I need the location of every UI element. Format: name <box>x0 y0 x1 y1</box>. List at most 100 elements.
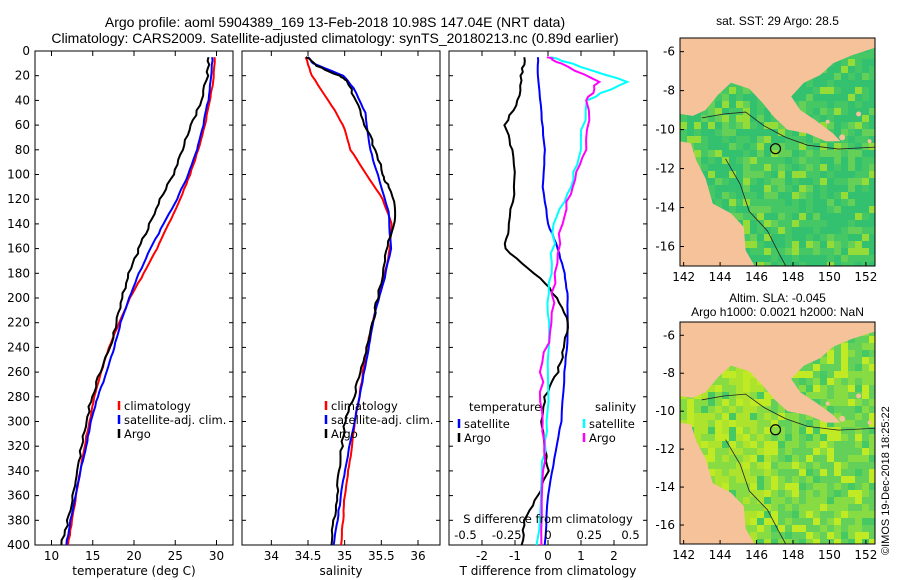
sea-pixel <box>820 262 827 266</box>
sea-pixel <box>778 406 785 413</box>
sea-pixel <box>862 413 869 420</box>
sea-pixel <box>855 343 862 350</box>
sea-pixel <box>764 143 771 150</box>
sea-pixel <box>694 399 701 406</box>
sea-pixel <box>785 178 792 185</box>
sea-pixel <box>757 504 764 511</box>
sea-pixel <box>792 378 799 385</box>
sea-pixel <box>855 255 862 262</box>
sea-pixel <box>862 213 869 220</box>
sea-pixel <box>834 227 841 234</box>
sea-pixel <box>813 171 820 178</box>
series-line-satellite-adj-clim- <box>307 56 393 545</box>
sea-pixel <box>743 427 750 434</box>
sea-pixel <box>757 192 764 199</box>
sea-pixel <box>841 532 848 539</box>
sea-pixel <box>862 59 869 66</box>
sea-pixel <box>757 122 764 129</box>
sea-pixel <box>862 220 869 227</box>
sea-pixel <box>792 441 799 448</box>
sea-pixel <box>848 157 855 164</box>
sea-pixel <box>841 434 848 441</box>
sea-pixel <box>687 420 694 427</box>
sea-pixel <box>743 511 750 518</box>
sea-pixel <box>869 329 875 336</box>
sea-pixel <box>764 490 771 497</box>
sea-pixel <box>701 406 708 413</box>
sea-pixel <box>855 171 862 178</box>
sea-pixel <box>806 220 813 227</box>
sea-pixel <box>736 483 743 490</box>
sea-pixel <box>799 378 806 385</box>
sea-pixel <box>841 185 848 192</box>
sea-pixel <box>785 185 792 192</box>
sea-pixel <box>694 427 701 434</box>
sea-pixel <box>834 427 841 434</box>
sea-pixel <box>841 469 848 476</box>
sla-map-title: Altim. SLA: -0.045 <box>729 291 826 305</box>
sea-pixel <box>750 504 757 511</box>
sea-pixel <box>799 518 806 525</box>
sea-pixel <box>848 234 855 241</box>
sea-pixel <box>813 157 820 164</box>
sea-pixel <box>764 136 771 143</box>
sea-pixel <box>827 199 834 206</box>
sea-pixel <box>792 420 799 427</box>
sea-pixel <box>701 122 708 129</box>
sea-pixel <box>862 399 869 406</box>
sea-pixel <box>799 497 806 504</box>
sea-pixel <box>757 255 764 262</box>
map-x-tick-label: 146 <box>745 270 768 284</box>
sea-pixel <box>743 525 750 532</box>
sea-pixel <box>820 150 827 157</box>
sea-pixel <box>862 129 869 136</box>
sea-pixel <box>848 206 855 213</box>
sea-pixel <box>841 213 848 220</box>
sea-pixel <box>813 255 820 262</box>
sea-pixel <box>771 199 778 206</box>
sea-pixel <box>722 192 729 199</box>
sea-pixel <box>715 157 722 164</box>
sea-pixel <box>778 206 785 213</box>
sea-pixel <box>834 213 841 220</box>
depth-contour <box>701 393 875 431</box>
sea-pixel <box>820 122 827 129</box>
sea-pixel <box>799 241 806 248</box>
sea-pixel <box>820 227 827 234</box>
sea-pixel <box>771 525 778 532</box>
sea-pixel <box>715 441 722 448</box>
sea-pixel <box>743 220 750 227</box>
sea-pixel <box>757 213 764 220</box>
sea-pixel <box>743 483 750 490</box>
sea-pixel <box>729 171 736 178</box>
sea-pixel <box>855 122 862 129</box>
sea-pixel <box>715 199 722 206</box>
sea-pixel <box>834 171 841 178</box>
sea-pixel <box>827 392 834 399</box>
sea-pixel <box>785 129 792 136</box>
sea-pixel <box>778 122 785 129</box>
sea-pixel <box>813 199 820 206</box>
sea-pixel <box>799 441 806 448</box>
sea-pixel <box>862 483 869 490</box>
sea-pixel <box>792 199 799 206</box>
sea-pixel <box>869 122 875 129</box>
sea-pixel <box>834 539 841 544</box>
sea-pixel <box>848 171 855 178</box>
map-y-tick-label: -12 <box>655 162 675 176</box>
sea-pixel <box>764 164 771 171</box>
sea-pixel <box>729 108 736 115</box>
sea-pixel <box>785 164 792 171</box>
sea-pixel <box>792 143 799 150</box>
sea-pixel <box>827 206 834 213</box>
sea-pixel <box>806 504 813 511</box>
sea-pixel <box>841 241 848 248</box>
sea-pixel <box>722 420 729 427</box>
sea-pixel <box>792 497 799 504</box>
sea-pixel <box>806 80 813 87</box>
sea-pixel <box>841 59 848 66</box>
sea-pixel <box>827 157 834 164</box>
sea-pixel <box>841 539 848 544</box>
sea-pixel <box>869 378 875 385</box>
sea-pixel <box>834 129 841 136</box>
